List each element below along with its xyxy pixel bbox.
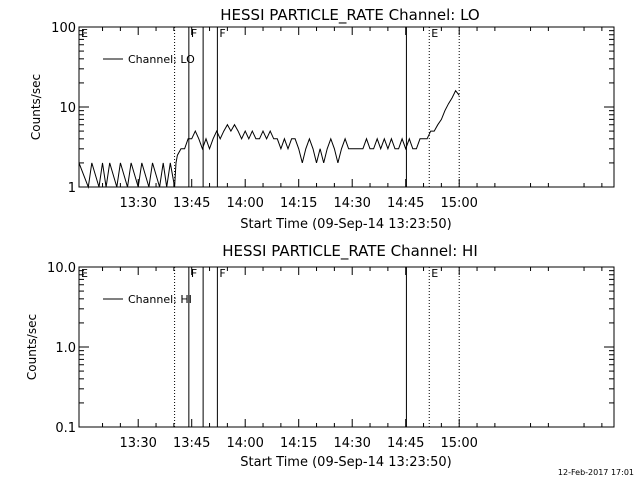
y-tick-label: 10 xyxy=(59,101,76,116)
legend: Channel: LO xyxy=(103,53,195,66)
marker-label: E xyxy=(81,267,88,280)
plot-frame xyxy=(78,266,615,428)
x-axis-label: Start Time (09-Sep-14 13:23:50) xyxy=(240,455,451,470)
x-tick-label: 13:45 xyxy=(173,196,210,211)
y-tick-label: 1.0 xyxy=(55,341,76,356)
legend-label: Channel: LO xyxy=(128,53,195,66)
marker-label: E xyxy=(431,267,438,280)
x-tick-label: 14:30 xyxy=(333,196,370,211)
marker-label: F xyxy=(219,27,225,40)
x-tick-label: 14:15 xyxy=(280,436,317,451)
marker-label: E xyxy=(81,27,88,40)
x-tick-label: 14:45 xyxy=(387,436,424,451)
y-tick-label: 100 xyxy=(51,21,76,36)
x-tick-label: 13:30 xyxy=(119,436,156,451)
x-tick-label: 14:15 xyxy=(280,196,317,211)
x-tick-label: 13:30 xyxy=(119,196,156,211)
y-axis: 1 10 100 xyxy=(51,21,614,196)
x-tick-label: 15:00 xyxy=(440,196,477,211)
marker-label: F xyxy=(219,267,225,280)
y-tick-label: 0.1 xyxy=(55,421,76,436)
y-axis: 0.1 1.0 10.0 xyxy=(47,261,614,436)
x-tick-label: 14:00 xyxy=(226,436,263,451)
x-axis: 13:30 13:45 14:00 14:15 14:30 14:45 15:00 xyxy=(102,267,603,451)
footer-timestamp: 12-Feb-2017 17:01 xyxy=(557,468,634,477)
marker-label: F xyxy=(191,27,197,40)
legend: Channel: HI xyxy=(103,293,192,306)
x-axis-label: Start Time (09-Sep-14 13:23:50) xyxy=(240,217,451,232)
x-tick-label: 14:45 xyxy=(387,196,424,211)
y-axis-label: Counts/sec xyxy=(29,74,43,140)
x-axis: 13:30 13:45 14:00 14:15 14:30 14:45 15:00 xyxy=(102,27,603,211)
plot-frame xyxy=(78,26,615,188)
panel-hi: HESSI PARTICLE_RATE Channel: HI E F F E 0.1… xyxy=(25,242,615,470)
x-tick-label: 14:00 xyxy=(226,196,263,211)
x-tick-label: 14:30 xyxy=(333,436,370,451)
series-group xyxy=(78,89,460,189)
chart-title: HESSI PARTICLE_RATE Channel: LO xyxy=(220,6,479,25)
panel-lo: HESSI PARTICLE_RATE Channel: LO E F F E 1 10… xyxy=(29,6,615,232)
y-tick-label: 1 xyxy=(68,181,76,196)
y-axis-label: Counts/sec xyxy=(25,314,39,380)
marker-label: F xyxy=(191,267,197,280)
x-tick-label: 15:00 xyxy=(440,436,477,451)
marker-label: E xyxy=(431,27,438,40)
legend-label: Channel: HI xyxy=(128,293,192,306)
x-tick-label: 13:45 xyxy=(173,436,210,451)
chart-title: HESSI PARTICLE_RATE Channel: HI xyxy=(222,242,478,261)
series-line xyxy=(78,89,460,189)
y-tick-label: 10.0 xyxy=(47,261,76,276)
